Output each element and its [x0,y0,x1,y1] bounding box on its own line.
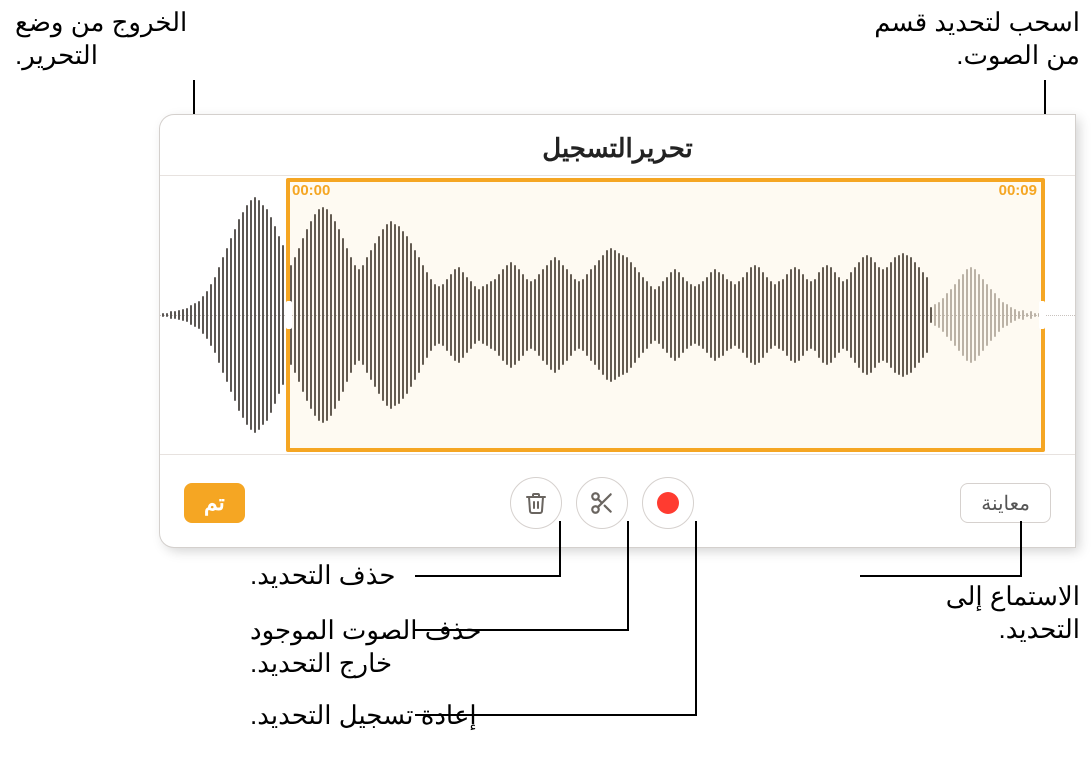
record-icon [657,492,679,514]
preview-button[interactable]: معاينة [960,483,1051,523]
scissors-icon [589,490,615,516]
waveform-bar [266,209,268,420]
annotation-rerecord: إعادة تسجيل التحديد. [250,699,690,732]
selection-handle-left[interactable] [286,301,292,329]
callout-line [860,575,1022,577]
delete-button[interactable] [510,477,562,529]
selection-start-time: 00:00 [292,182,330,199]
waveform-bar [282,245,284,384]
waveform-bar [194,303,196,327]
waveform-bar [182,309,184,321]
done-button[interactable]: تم [184,483,245,523]
waveform-bar [186,308,188,322]
waveform-area[interactable]: 00:00 00:09 [160,175,1075,455]
selection-box[interactable] [286,178,1045,452]
waveform-bar [166,313,168,318]
selection-handle-right[interactable] [1039,301,1045,329]
annotation-delete-outside: حذف الصوت الموجود خارج التحديد. [250,614,610,681]
editor-toolbar: معاينة تم [160,459,1075,547]
editor-panel: تحريرالتسجيل 00:00 00:09 معاينة [160,115,1075,547]
annotation-delete-selection: حذف التحديد. [250,559,560,592]
annotation-drag-select: اسحب لتحديد قسم من الصوت. [790,6,1080,73]
waveform-bar [238,219,240,411]
waveform-bar [254,197,256,432]
waveform-bar [218,267,220,363]
trim-button[interactable] [576,477,628,529]
waveform-bar [214,277,216,354]
waveform-bar [170,311,172,318]
waveform-bar [242,212,244,418]
waveform-bar [178,310,180,320]
waveform-bar [274,226,276,404]
waveform-bar [190,305,192,324]
waveform-bar [230,238,232,392]
waveform-bar [278,236,280,394]
waveform-bar [202,296,204,334]
callout-line [627,521,629,631]
panel-title: تحريرالتسجيل [160,133,1075,164]
annotation-exit-edit: الخروج من وضع التحرير. [15,6,215,73]
callout-line [695,521,697,716]
waveform-bar [246,205,248,426]
waveform-bar [258,200,260,430]
waveform-bar [270,217,272,414]
waveform-bar [198,301,200,330]
annotation-listen: الاستماع إلى التحديد. [860,580,1080,647]
waveform-bar [262,205,264,426]
waveform-bar [226,248,228,382]
waveform-bar [222,257,224,372]
waveform-bar [162,313,164,318]
waveform-bar [234,229,236,402]
trash-icon [524,490,548,516]
record-button[interactable] [642,477,694,529]
callout-line [1020,521,1022,575]
selection-end-time: 00:09 [999,182,1037,199]
waveform-bar [210,284,212,346]
waveform-bar [250,200,252,430]
waveform-bar [174,311,176,318]
waveform-bar [206,291,208,339]
